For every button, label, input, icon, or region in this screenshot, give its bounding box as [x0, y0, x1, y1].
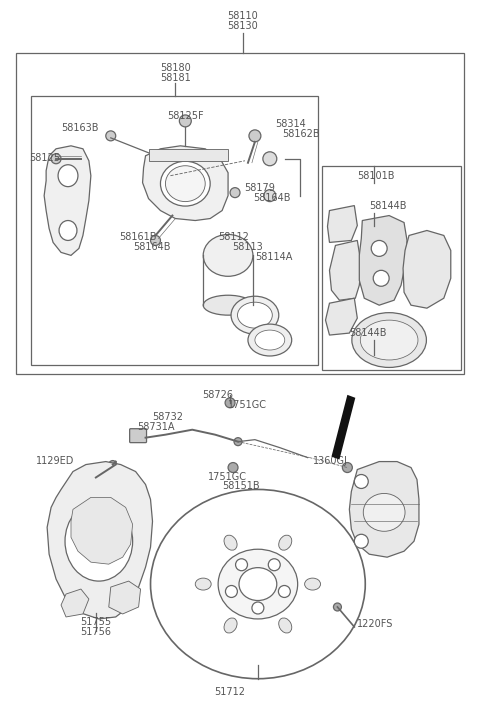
Text: 51756: 51756	[80, 627, 111, 637]
Text: 58144B: 58144B	[349, 328, 387, 338]
Circle shape	[263, 152, 277, 166]
Ellipse shape	[360, 320, 418, 360]
Text: 58101B: 58101B	[357, 171, 395, 180]
Ellipse shape	[203, 295, 253, 315]
Text: 58181: 58181	[160, 73, 191, 83]
Text: 58110: 58110	[228, 11, 258, 21]
Ellipse shape	[58, 165, 78, 187]
Circle shape	[51, 154, 61, 164]
Circle shape	[228, 462, 238, 472]
Text: 1129ED: 1129ED	[36, 455, 74, 465]
Text: 58163B: 58163B	[61, 123, 98, 133]
Polygon shape	[71, 498, 132, 564]
Circle shape	[109, 460, 117, 469]
Ellipse shape	[239, 568, 277, 601]
Circle shape	[373, 270, 389, 286]
Circle shape	[354, 474, 368, 489]
Text: 58112: 58112	[218, 233, 249, 243]
Polygon shape	[332, 395, 355, 460]
Ellipse shape	[238, 302, 272, 328]
Ellipse shape	[255, 330, 285, 350]
Text: 51712: 51712	[215, 687, 246, 697]
Ellipse shape	[151, 489, 365, 679]
Text: 1751GC: 1751GC	[228, 400, 267, 410]
Polygon shape	[329, 240, 361, 300]
Polygon shape	[349, 462, 419, 557]
Circle shape	[342, 462, 352, 472]
Text: 58125F: 58125F	[167, 111, 204, 121]
Text: 58732: 58732	[153, 412, 183, 422]
Polygon shape	[360, 216, 407, 305]
Ellipse shape	[279, 535, 292, 550]
Circle shape	[225, 398, 235, 407]
Circle shape	[234, 438, 242, 446]
Polygon shape	[109, 581, 141, 614]
Circle shape	[249, 130, 261, 142]
Ellipse shape	[59, 221, 77, 240]
Text: 1360GJ: 1360GJ	[312, 455, 348, 465]
FancyBboxPatch shape	[130, 429, 146, 443]
Circle shape	[236, 559, 248, 571]
Circle shape	[230, 188, 240, 197]
Ellipse shape	[203, 235, 253, 276]
Circle shape	[268, 559, 280, 571]
Circle shape	[151, 235, 160, 245]
Ellipse shape	[305, 578, 321, 590]
Text: 51755: 51755	[80, 617, 111, 627]
Text: 58162B: 58162B	[282, 129, 319, 139]
Text: 58125: 58125	[29, 153, 60, 163]
Text: 1220FS: 1220FS	[357, 619, 394, 629]
Text: 58179: 58179	[244, 183, 275, 192]
Ellipse shape	[352, 312, 426, 367]
Ellipse shape	[218, 549, 298, 619]
Circle shape	[252, 602, 264, 614]
Ellipse shape	[166, 166, 205, 202]
Ellipse shape	[363, 493, 405, 532]
Circle shape	[264, 190, 276, 202]
Bar	[31, 96, 318, 365]
Circle shape	[354, 534, 368, 548]
Ellipse shape	[160, 161, 210, 206]
Ellipse shape	[224, 535, 237, 550]
Polygon shape	[148, 149, 228, 161]
Text: 58726: 58726	[203, 390, 234, 400]
Bar	[16, 53, 464, 374]
Text: 58314: 58314	[275, 119, 306, 129]
Text: 58114A: 58114A	[255, 252, 292, 262]
Polygon shape	[61, 589, 89, 617]
Polygon shape	[143, 146, 228, 221]
Text: 58113: 58113	[232, 243, 263, 252]
Circle shape	[180, 115, 192, 127]
Ellipse shape	[248, 324, 292, 356]
Polygon shape	[44, 146, 91, 255]
Text: 58731A: 58731A	[138, 422, 175, 431]
Circle shape	[226, 585, 238, 597]
Circle shape	[106, 131, 116, 141]
Text: 58164B: 58164B	[133, 243, 171, 252]
Polygon shape	[327, 206, 357, 243]
Text: 1751GC: 1751GC	[208, 472, 247, 482]
Polygon shape	[325, 298, 357, 335]
Text: 58130: 58130	[228, 21, 258, 31]
Bar	[322, 166, 461, 370]
Ellipse shape	[231, 296, 279, 334]
Text: 58180: 58180	[160, 63, 191, 73]
Circle shape	[334, 603, 341, 611]
Circle shape	[371, 240, 387, 257]
Ellipse shape	[195, 578, 211, 590]
Text: 58164B: 58164B	[253, 192, 290, 202]
Ellipse shape	[65, 501, 132, 581]
Text: 58161B: 58161B	[119, 233, 156, 243]
Polygon shape	[47, 462, 153, 619]
Text: 58144B: 58144B	[369, 201, 407, 211]
Circle shape	[278, 585, 290, 597]
Text: 58151B: 58151B	[222, 482, 260, 491]
Ellipse shape	[224, 618, 237, 633]
Polygon shape	[403, 231, 451, 308]
Ellipse shape	[279, 618, 292, 633]
